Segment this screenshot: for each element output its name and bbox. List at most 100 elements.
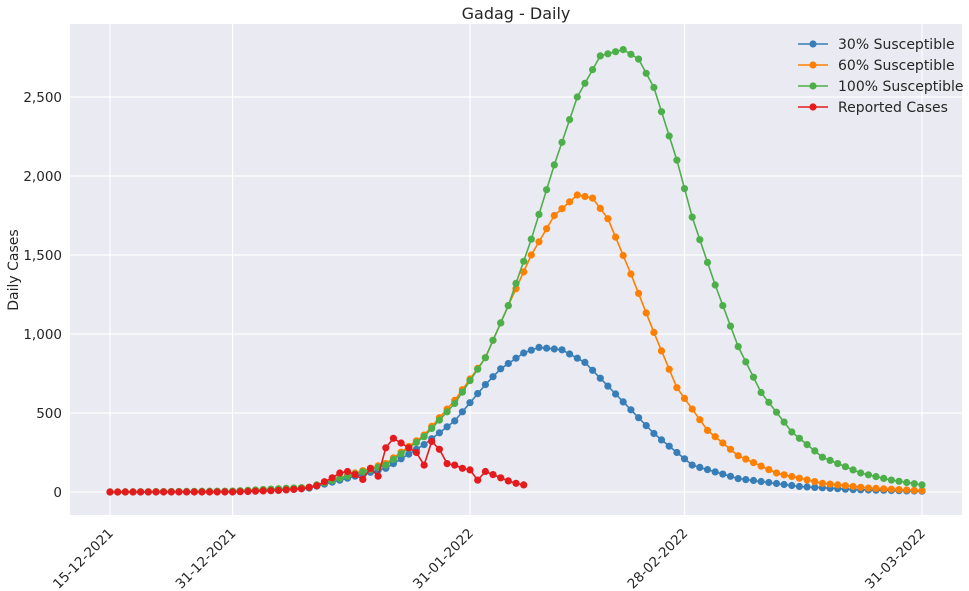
data-point [726, 445, 735, 453]
data-point [543, 344, 551, 352]
data-point [198, 488, 206, 496]
data-point [313, 482, 321, 490]
data-point [497, 365, 505, 373]
data-point [558, 205, 566, 213]
data-point [749, 373, 758, 381]
data-point [175, 488, 183, 496]
data-point [635, 55, 643, 63]
data-point [711, 281, 719, 289]
data-point [903, 478, 911, 487]
x-tick-label: 31-03-2022 [862, 526, 929, 591]
legend-swatch-marker [809, 61, 817, 69]
data-point [665, 132, 673, 140]
y-tick-label: 500 [36, 406, 62, 422]
data-point [680, 394, 689, 402]
data-point [642, 422, 650, 430]
y-tick-label: 0 [53, 485, 62, 501]
data-point [581, 192, 589, 201]
data-point [596, 52, 604, 60]
legend-swatch-marker [809, 82, 817, 90]
data-point [336, 469, 344, 477]
data-point [734, 475, 742, 483]
data-point [719, 439, 727, 447]
data-point [474, 390, 482, 398]
data-point [841, 482, 850, 490]
data-point [811, 478, 819, 486]
data-point [642, 69, 650, 77]
data-point [673, 448, 681, 457]
data-point [887, 476, 896, 484]
legend-label: 60% Susceptible [838, 58, 955, 74]
data-point [811, 447, 819, 455]
data-point [558, 138, 566, 146]
data-point [910, 486, 918, 494]
data-point [627, 406, 635, 414]
data-point [512, 354, 520, 362]
data-point [711, 468, 719, 476]
data-point [397, 450, 405, 458]
data-point [880, 485, 888, 493]
data-point [880, 474, 888, 482]
data-point [550, 345, 558, 353]
data-point [726, 472, 735, 480]
legend-swatch-marker [809, 103, 817, 111]
data-point [719, 302, 727, 310]
data-point [497, 474, 505, 482]
data-point [726, 322, 735, 330]
data-point [520, 257, 528, 265]
data-point [443, 408, 451, 416]
data-point [772, 479, 781, 488]
data-point [305, 483, 313, 491]
legend-item: 60% Susceptible [798, 58, 955, 74]
data-point [788, 481, 796, 490]
data-point [504, 477, 512, 485]
data-point [129, 488, 137, 496]
data-point [458, 388, 466, 396]
data-point [343, 467, 352, 476]
data-point [872, 484, 880, 492]
data-point [504, 359, 512, 368]
y-axis-label: Daily Cases [6, 229, 22, 310]
data-point [397, 455, 405, 463]
data-point [696, 236, 704, 244]
data-point [734, 452, 742, 460]
data-point [297, 485, 306, 493]
data-point [535, 238, 543, 246]
legend-label: Reported Cases [838, 100, 948, 116]
data-point [826, 480, 834, 488]
data-point [589, 194, 597, 202]
data-point [749, 459, 758, 467]
data-point [788, 472, 796, 481]
data-point [213, 488, 221, 496]
x-tick-label: 15-12-2021 [50, 526, 117, 591]
data-point [412, 448, 420, 457]
data-point [780, 418, 788, 426]
data-point [267, 487, 275, 495]
data-point [604, 215, 612, 223]
data-point [474, 365, 482, 373]
data-point [359, 468, 367, 476]
data-point [857, 483, 865, 491]
data-point [864, 471, 873, 479]
x-tick-label: 28-02-2022 [625, 526, 692, 591]
data-point [451, 417, 459, 425]
x-tick-label: 31-01-2022 [410, 526, 477, 591]
data-point [328, 474, 336, 482]
data-point [657, 436, 666, 444]
data-point [688, 405, 696, 413]
chart-title: Gadag - Daily [462, 4, 571, 23]
data-point [152, 488, 160, 496]
data-point [703, 466, 712, 474]
data-point [206, 488, 214, 496]
data-point [458, 464, 466, 472]
data-point [451, 399, 459, 408]
data-point [106, 488, 114, 496]
data-point [489, 373, 497, 381]
data-point [849, 482, 857, 491]
data-point [336, 474, 344, 482]
data-point [581, 358, 589, 366]
data-point [818, 479, 827, 487]
data-point [627, 50, 635, 58]
y-tick-label: 1,500 [23, 248, 62, 264]
data-point [635, 289, 643, 297]
